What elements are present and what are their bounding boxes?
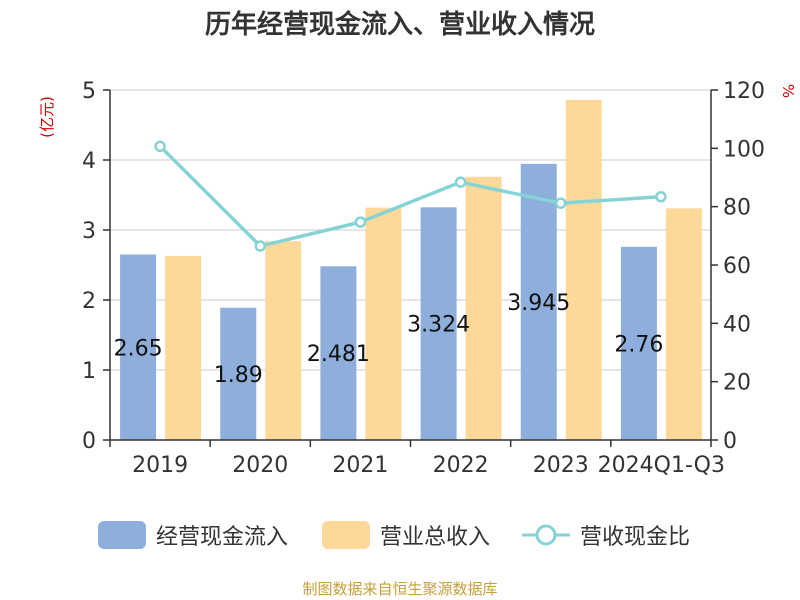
bars (120, 99, 702, 441)
legend-label-ratio: 营收现金比 (580, 525, 691, 550)
ratio-point (154, 140, 166, 153)
y-right-tick-label: 120 (723, 79, 765, 104)
legend-item-cash-inflow[interactable]: 经营现金流入 (98, 518, 288, 552)
legend-swatch-revenue (322, 521, 370, 549)
data-label-cash-inflow: 2.76 (614, 332, 663, 357)
grid-lines (110, 89, 711, 371)
y-right-tick-label: 20 (723, 371, 751, 396)
ratio-point (454, 176, 467, 188)
data-label-cash-inflow: 1.89 (214, 363, 263, 388)
y-right-tick-label: 40 (723, 312, 751, 337)
y-right-tick-label: 60 (723, 254, 751, 279)
y-right-tick-label: 0 (723, 429, 737, 454)
bar-cash-inflow (620, 246, 657, 440)
ratio-point (254, 240, 266, 252)
data-label-cash-inflow: 2.481 (307, 342, 370, 367)
x-tick-label: 2020 (232, 453, 288, 478)
y-right-tick-label: 80 (723, 196, 751, 221)
chart-title: 历年经营现金流入、营业收入情况 (204, 10, 595, 40)
ratio-line (154, 140, 667, 252)
bar-revenue (465, 176, 502, 441)
y-right-axis-label: % (779, 84, 797, 98)
x-tick-label: 2022 (433, 453, 489, 478)
bar-revenue (665, 208, 702, 440)
legend-swatch-ratio (522, 524, 570, 546)
x-tick-label: 2023 (533, 453, 589, 478)
y-left-tick-label: 4 (82, 149, 96, 174)
legend-item-revenue[interactable]: 营业总收入 (322, 518, 490, 552)
ratio-point (555, 197, 567, 209)
legend: 经营现金流入 营业总收入 营收现金比 (0, 518, 800, 552)
legend-item-ratio[interactable]: 营收现金比 (522, 518, 690, 552)
y-left-tick-label: 3 (82, 219, 96, 244)
y-left-tick-label: 0 (82, 429, 96, 454)
bar-revenue (565, 99, 602, 441)
x-tick-label: 2021 (332, 453, 388, 478)
data-labels: 2.65 1.89 2.481 3.324 3.945 2.76 (114, 291, 664, 388)
y-left-tick-label: 5 (82, 79, 96, 104)
bar-cash-inflow (420, 207, 457, 440)
ratio-point (354, 216, 367, 228)
y-left-tick-label: 1 (82, 359, 96, 384)
bar-revenue (365, 207, 402, 440)
legend-label-cash-inflow: 经营现金流入 (156, 525, 289, 550)
axes: 0 1 2 3 4 5 0 20 40 60 80 100 120 2019 2020 2021 2022 202… (38, 79, 797, 478)
legend-label-revenue: 营业总收入 (380, 525, 491, 550)
y-right-tick-label: 100 (723, 137, 765, 162)
bar-cash-inflow (520, 163, 557, 440)
data-label-cash-inflow: 3.945 (507, 291, 570, 316)
y-left-tick-label: 2 (82, 289, 96, 314)
bar-revenue (165, 255, 202, 440)
bar-revenue (265, 241, 302, 440)
x-tick-label: 2019 (132, 453, 188, 478)
bar-cash-inflow (120, 254, 157, 440)
bar-cash-inflow (220, 307, 257, 440)
ratio-line-path (158, 145, 662, 248)
data-label-cash-inflow: 3.324 (407, 313, 470, 338)
y-left-axis-label: (亿元) (38, 96, 56, 138)
bar-cash-inflow (320, 266, 357, 440)
legend-swatch-cash-inflow (98, 521, 146, 549)
source-note: 制图数据来自恒生聚源数据库 (302, 580, 498, 598)
x-tick-label: 2024Q1-Q3 (598, 453, 725, 478)
ratio-point (655, 191, 667, 203)
data-label-cash-inflow: 2.65 (114, 336, 163, 361)
